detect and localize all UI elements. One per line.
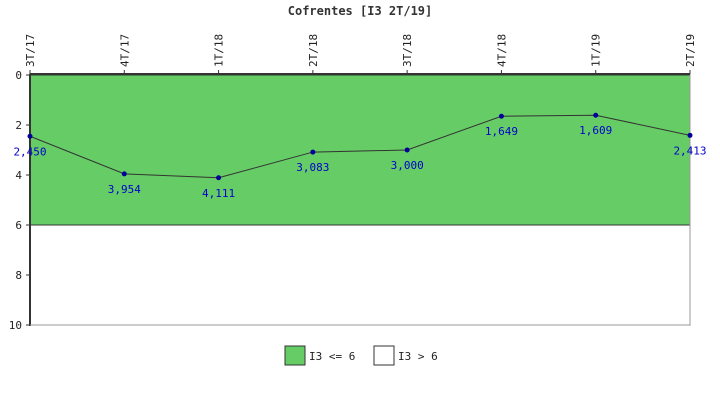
band-1	[29, 224, 691, 326]
y-tick-label: 10	[9, 319, 22, 332]
band-0	[29, 74, 691, 226]
data-label: 1,649	[485, 125, 518, 138]
series-line	[29, 114, 691, 179]
data-label: 1,609	[579, 124, 612, 137]
data-label: 3,083	[296, 161, 329, 174]
x-tick-label: 4T/18	[495, 34, 508, 67]
data-label: 4,111	[202, 187, 235, 200]
y-tick-label: 2	[15, 119, 22, 132]
y-tick-label: 8	[15, 269, 22, 282]
axes	[29, 73, 691, 326]
data-point	[121, 171, 127, 177]
data-label: 3,954	[108, 183, 141, 196]
x-tick-label: 2T/19	[684, 34, 697, 67]
x-tick-label: 3T/17	[24, 34, 37, 67]
data-point	[498, 113, 504, 119]
legend-swatch	[284, 345, 306, 366]
x-tick-label: 1T/19	[590, 34, 603, 67]
data-point	[687, 132, 693, 138]
data-label: 2,413	[673, 144, 706, 157]
x-tick-label: 4T/17	[118, 34, 131, 67]
data-point	[310, 149, 316, 155]
legend: I3 <= 6 I3 > 6	[284, 345, 438, 366]
data-point	[216, 175, 222, 181]
chart-title: Cofrentes [I3 2T/19]	[288, 4, 433, 18]
band-layer	[29, 74, 691, 326]
y-tick-label: 6	[15, 219, 22, 232]
data-point	[27, 133, 33, 139]
y-tick-label: 0	[15, 69, 22, 82]
legend-label: I3 <= 6	[309, 350, 355, 363]
x-tick-label: 1T/18	[213, 34, 226, 67]
data-point	[593, 112, 599, 118]
data-label: 2,450	[13, 145, 46, 158]
y-axis-ticks: 0 2 4 6 8 10	[9, 69, 30, 332]
data-labels: 2,450 3,954 4,111 3,083 3,000 1,649 1,609 2,413	[13, 124, 706, 200]
y-tick-label: 4	[15, 169, 22, 182]
x-tick-label: 2T/18	[307, 34, 320, 67]
legend-label: I3 > 6	[398, 350, 438, 363]
x-axis-ticks: 3T/17 4T/17 1T/18 2T/18 3T/18 4T/18 1T/19 2T/19	[24, 34, 697, 74]
legend-swatch	[373, 345, 395, 366]
x-tick-label: 3T/18	[401, 34, 414, 67]
data-label: 3,000	[391, 159, 424, 172]
data-point	[404, 147, 410, 153]
series-line-layer	[27, 112, 693, 181]
